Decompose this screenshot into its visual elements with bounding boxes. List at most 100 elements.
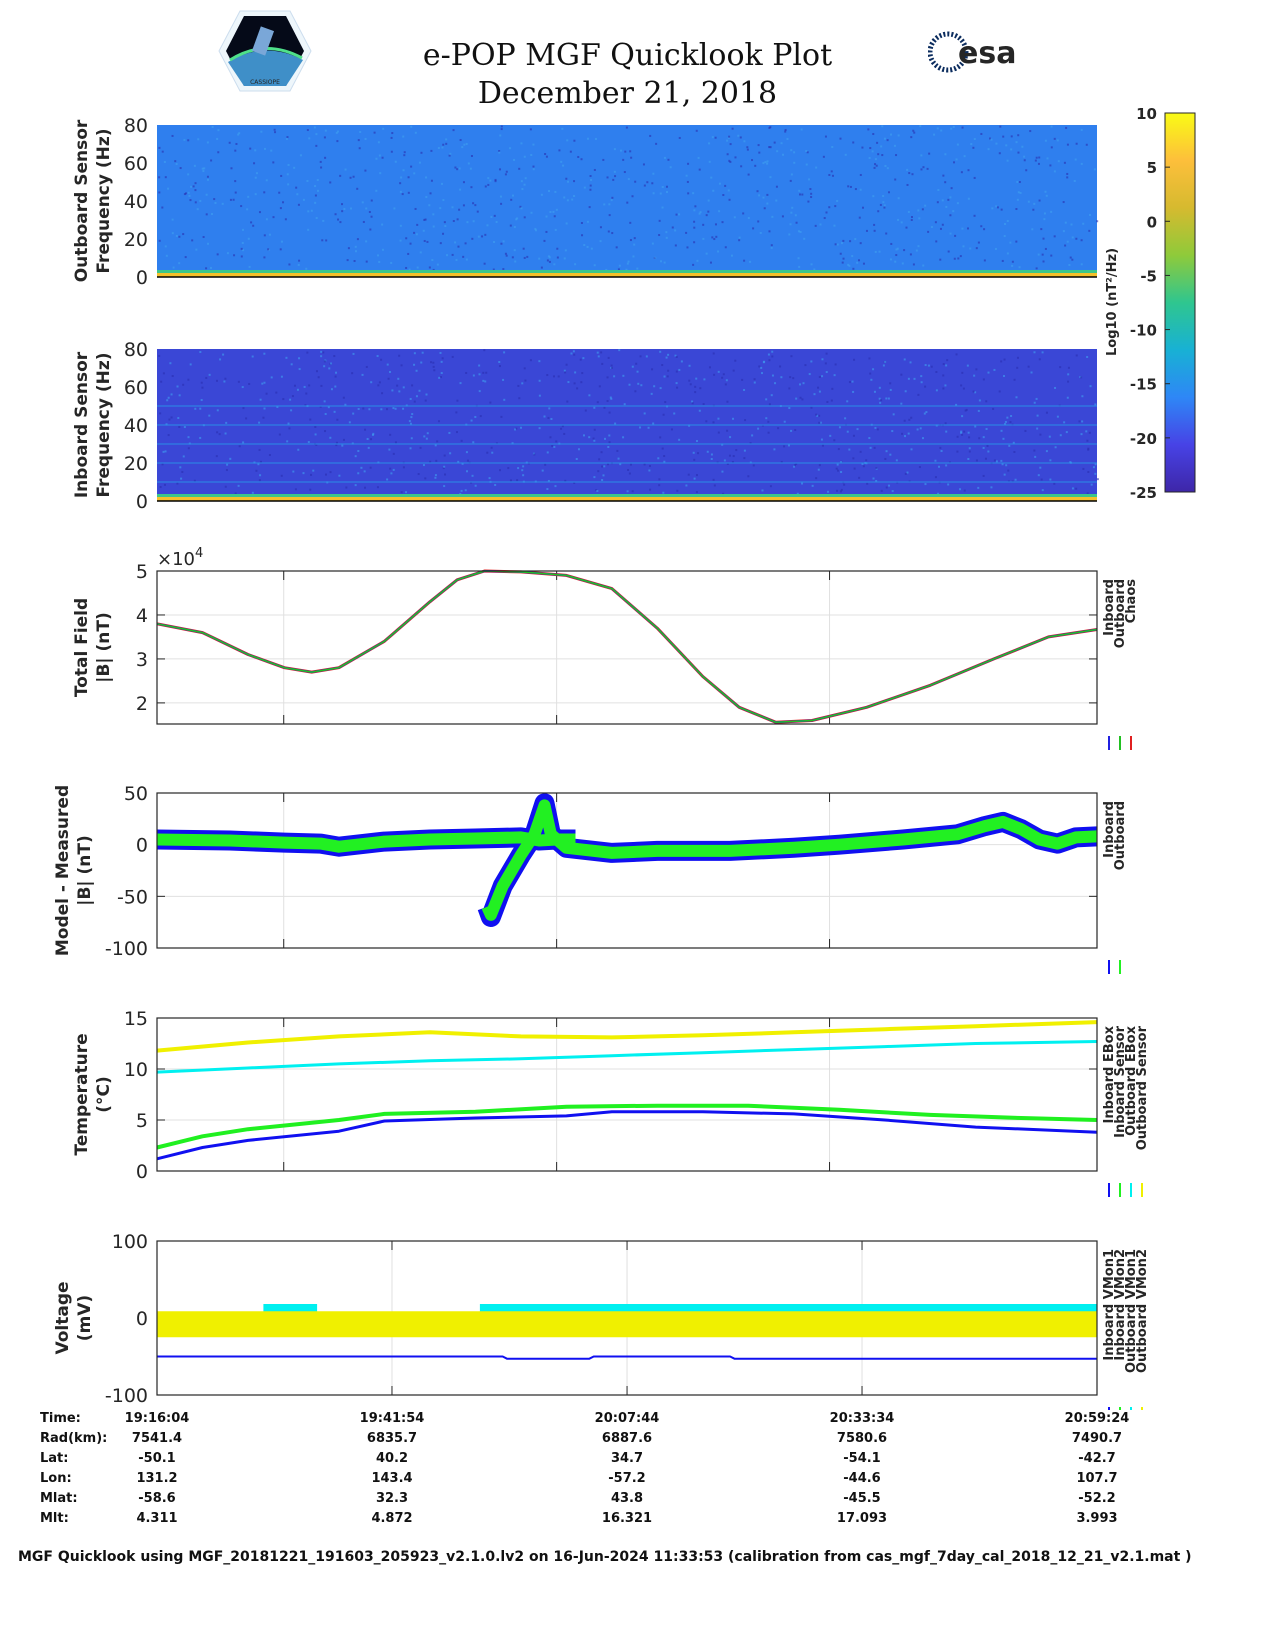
spectrogram-pixel (490, 216, 492, 218)
spectrogram-pixel (872, 195, 874, 197)
spectrogram-pixel (546, 156, 548, 158)
spectrogram-pixel (391, 389, 393, 391)
spectrogram-pixel (467, 460, 469, 462)
spectrogram-pixel (814, 393, 816, 395)
spectrogram-pixel (574, 263, 576, 265)
spectrogram-pixel (418, 473, 420, 475)
spectrogram-pixel (766, 203, 768, 205)
spectrogram-pixel (942, 224, 944, 226)
spectrogram-pixel (922, 208, 924, 210)
spectrogram-pixel (945, 206, 947, 208)
spectrogram-pixel (872, 368, 874, 370)
spectrogram-pixel (341, 203, 343, 205)
spectrogram-pixel (847, 431, 849, 433)
spectrogram-pixel (364, 487, 366, 489)
spectrogram-pixel (379, 155, 381, 157)
spectrogram-pixel (581, 222, 583, 224)
spectrogram-pixel (685, 232, 687, 234)
spectrogram-pixel (272, 161, 274, 163)
spectrogram-pixel (840, 253, 842, 255)
spectrogram-pixel (1050, 211, 1052, 213)
spectrogram-pixel (681, 360, 683, 362)
spectrogram-pixel (320, 355, 322, 357)
spectrogram-pixel (732, 128, 734, 130)
spectrogram-pixel (874, 447, 876, 449)
spectrogram-pixel (900, 374, 902, 376)
spectrogram-pixel (1082, 223, 1084, 225)
spectrogram-pixel (815, 167, 817, 169)
spectrogram-pixel (1038, 474, 1040, 476)
spectrogram-pixel (758, 152, 760, 154)
spectrogram-pixel (178, 426, 180, 428)
model-minus-measured-panel: -100-50050InboardOutboard (105, 783, 1128, 974)
spectrogram-pixel (308, 137, 310, 139)
spectrogram-pixel (520, 427, 522, 429)
spectrogram-pixel (486, 224, 488, 226)
spectrogram-pixel (961, 171, 963, 173)
spectrogram-pixel (400, 191, 402, 193)
spectrogram-pixel (911, 173, 913, 175)
quicklook-plots: 020406080Outboard Sensor Frequency (Hz)02… (0, 0, 1275, 1410)
spectrogram-pixel (836, 200, 838, 202)
spectrogram-pixel (818, 415, 820, 417)
table-cell: 131.2 (97, 1471, 217, 1486)
spectrogram-pixel (314, 426, 316, 428)
spectrogram-pixel (226, 469, 228, 471)
spectrogram-pixel (628, 178, 630, 180)
spectrogram-pixel (1015, 208, 1017, 210)
table-cell: -54.1 (802, 1451, 922, 1466)
spectrogram-pixel (921, 381, 923, 383)
spectrogram-pixel (588, 436, 590, 438)
y-tick-label: -50 (117, 886, 148, 908)
spectrogram-pixel (678, 439, 680, 441)
spectrogram-pixel (441, 361, 443, 363)
spectrogram-pixel (446, 254, 448, 256)
spectrogram-pixel (828, 206, 830, 208)
spectrogram-pixel (842, 262, 844, 264)
spectrogram-pixel (1000, 460, 1002, 462)
spectrogram-pixel (743, 457, 745, 459)
spectrogram-pixel (379, 381, 381, 383)
spectrogram-pixel (722, 221, 724, 223)
spectrogram-pixel (199, 200, 201, 202)
spectrogram-pixel (466, 451, 468, 453)
spectrogram-pixel (199, 351, 201, 353)
spectrogram-pixel (343, 397, 345, 399)
spectrogram-pixel (238, 381, 240, 383)
spectrogram-pixel (348, 247, 350, 249)
spectrogram-pixel (732, 418, 734, 420)
spectrogram-pixel (688, 474, 690, 476)
spectrogram-pixel (772, 375, 774, 377)
spectrogram-pixel (1043, 238, 1045, 240)
spectrogram-pixel (609, 441, 611, 443)
spectrogram-pixel (975, 368, 977, 370)
spectrogram-pixel (796, 222, 798, 224)
spectrogram-pixel (1054, 170, 1056, 172)
spectrogram-pixel (324, 400, 326, 402)
spectrogram-pixel (380, 359, 382, 361)
spectrogram-pixel (436, 440, 438, 442)
spectrogram-pixel (489, 180, 491, 182)
spectrogram-pixel (995, 205, 997, 207)
spectrogram-pixel (225, 432, 227, 434)
y-tick-label: 5 (136, 561, 148, 583)
spectrogram-pixel (1047, 157, 1049, 159)
spectrogram-pixel (951, 187, 953, 189)
spectrogram-pixel (371, 200, 373, 202)
spectrogram-pixel (315, 133, 317, 135)
spectrogram-pixel (463, 181, 465, 183)
spectrogram-pixel (234, 180, 236, 182)
spectrogram-pixel (870, 379, 872, 381)
table-cell: -45.5 (802, 1491, 922, 1506)
spectrogram-pixel (857, 428, 859, 430)
spectrogram-pixel (166, 255, 168, 257)
spectrogram-pixel (630, 157, 632, 159)
spectrogram-pixel (928, 365, 930, 367)
spectrogram-pixel (674, 229, 676, 231)
spectrogram-pixel (849, 240, 851, 242)
spectrogram-pixel (443, 466, 445, 468)
colorbar-label: Log10 (nT²/Hz) (1105, 248, 1120, 356)
spectrogram-pixel (1003, 375, 1005, 377)
spectrogram-pixel (477, 211, 479, 213)
y-tick-label: 10 (124, 1059, 148, 1081)
